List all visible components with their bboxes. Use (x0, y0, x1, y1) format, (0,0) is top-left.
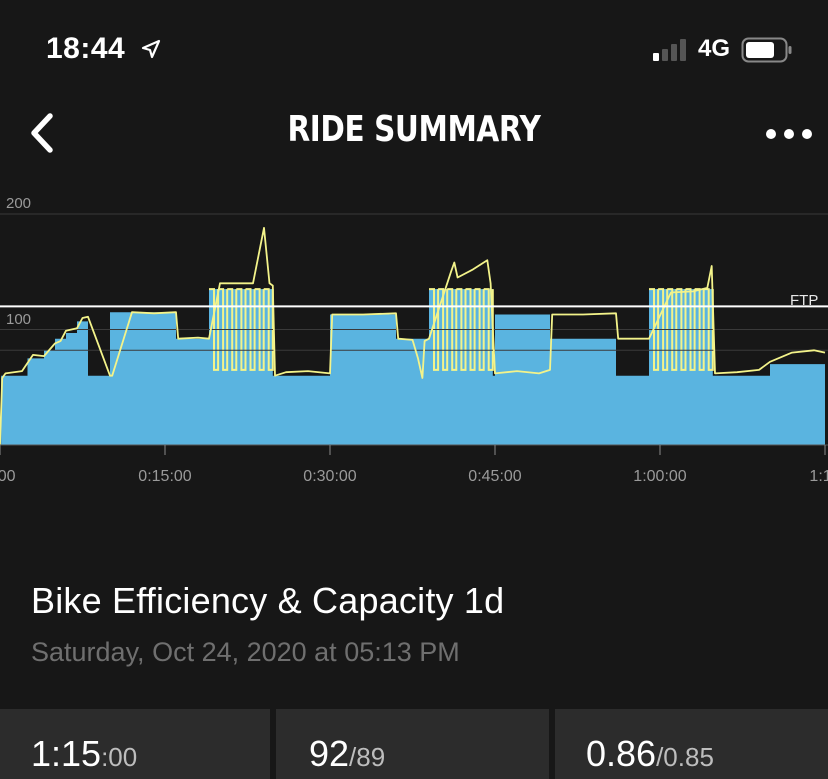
stat-tile-tss[interactable]: 92/89 (276, 709, 549, 779)
stat-duration-sub: :00 (101, 742, 138, 772)
x-tick-label-0:45:00: 0:45:00 (468, 468, 522, 485)
x-tick-label-0:00: 0:00 (0, 468, 16, 485)
actual-power-line (0, 227, 826, 446)
network-type: 4G (698, 35, 731, 62)
stat-if-value: 0.86 (586, 733, 657, 774)
interval-actual-line-3 (649, 288, 714, 371)
stats-row: 1:15:00 92/89 0.86/0.85 (0, 709, 828, 779)
ftp-label: FTP (790, 292, 819, 309)
power-chart-svg (0, 213, 828, 455)
back-chevron-icon[interactable] (22, 110, 68, 156)
nav-header: RIDE SUMMARY (0, 100, 828, 170)
stat-if-sub: /0.85 (656, 742, 714, 772)
stat-tss-sub: /89 (349, 742, 386, 772)
stat-tss-value: 92 (309, 733, 350, 774)
signal-strength-icon (653, 39, 686, 61)
workout-date: Saturday, Oct 24, 2020 at 05:13 PM (31, 637, 460, 667)
stat-tile-if[interactable]: 0.86/0.85 (555, 709, 828, 779)
more-options-icon[interactable] (762, 114, 816, 154)
page-title: RIDE SUMMARY (287, 109, 541, 150)
battery-icon (741, 37, 792, 63)
status-bar: 18:44 4G (0, 0, 828, 100)
target-power-area (0, 312, 825, 445)
location-arrow-icon (141, 39, 161, 59)
stat-duration-value: 1:15 (31, 733, 102, 774)
x-tick-label-1:00:00: 1:00:00 (633, 468, 687, 485)
status-time: 18:44 (46, 32, 126, 65)
x-tick-label-0:15:00: 0:15:00 (138, 468, 192, 485)
x-tick-label-0:30:00: 0:30:00 (303, 468, 357, 485)
x-tick-label-1:15: 1:15 (809, 468, 828, 485)
y-tick-label-200: 200 (6, 195, 32, 212)
interval-actual-line-1 (209, 288, 274, 371)
interval-actual-line-2 (429, 288, 494, 371)
stat-tile-duration[interactable]: 1:15:00 (0, 709, 270, 779)
y-tick-label-100: 100 (6, 310, 32, 328)
workout-title: Bike Efficiency & Capacity 1d (31, 580, 505, 621)
power-chart: 100 200 0:00 0:15:00 0:30:00 0:45:00 1:00:00 1:… (0, 190, 828, 500)
